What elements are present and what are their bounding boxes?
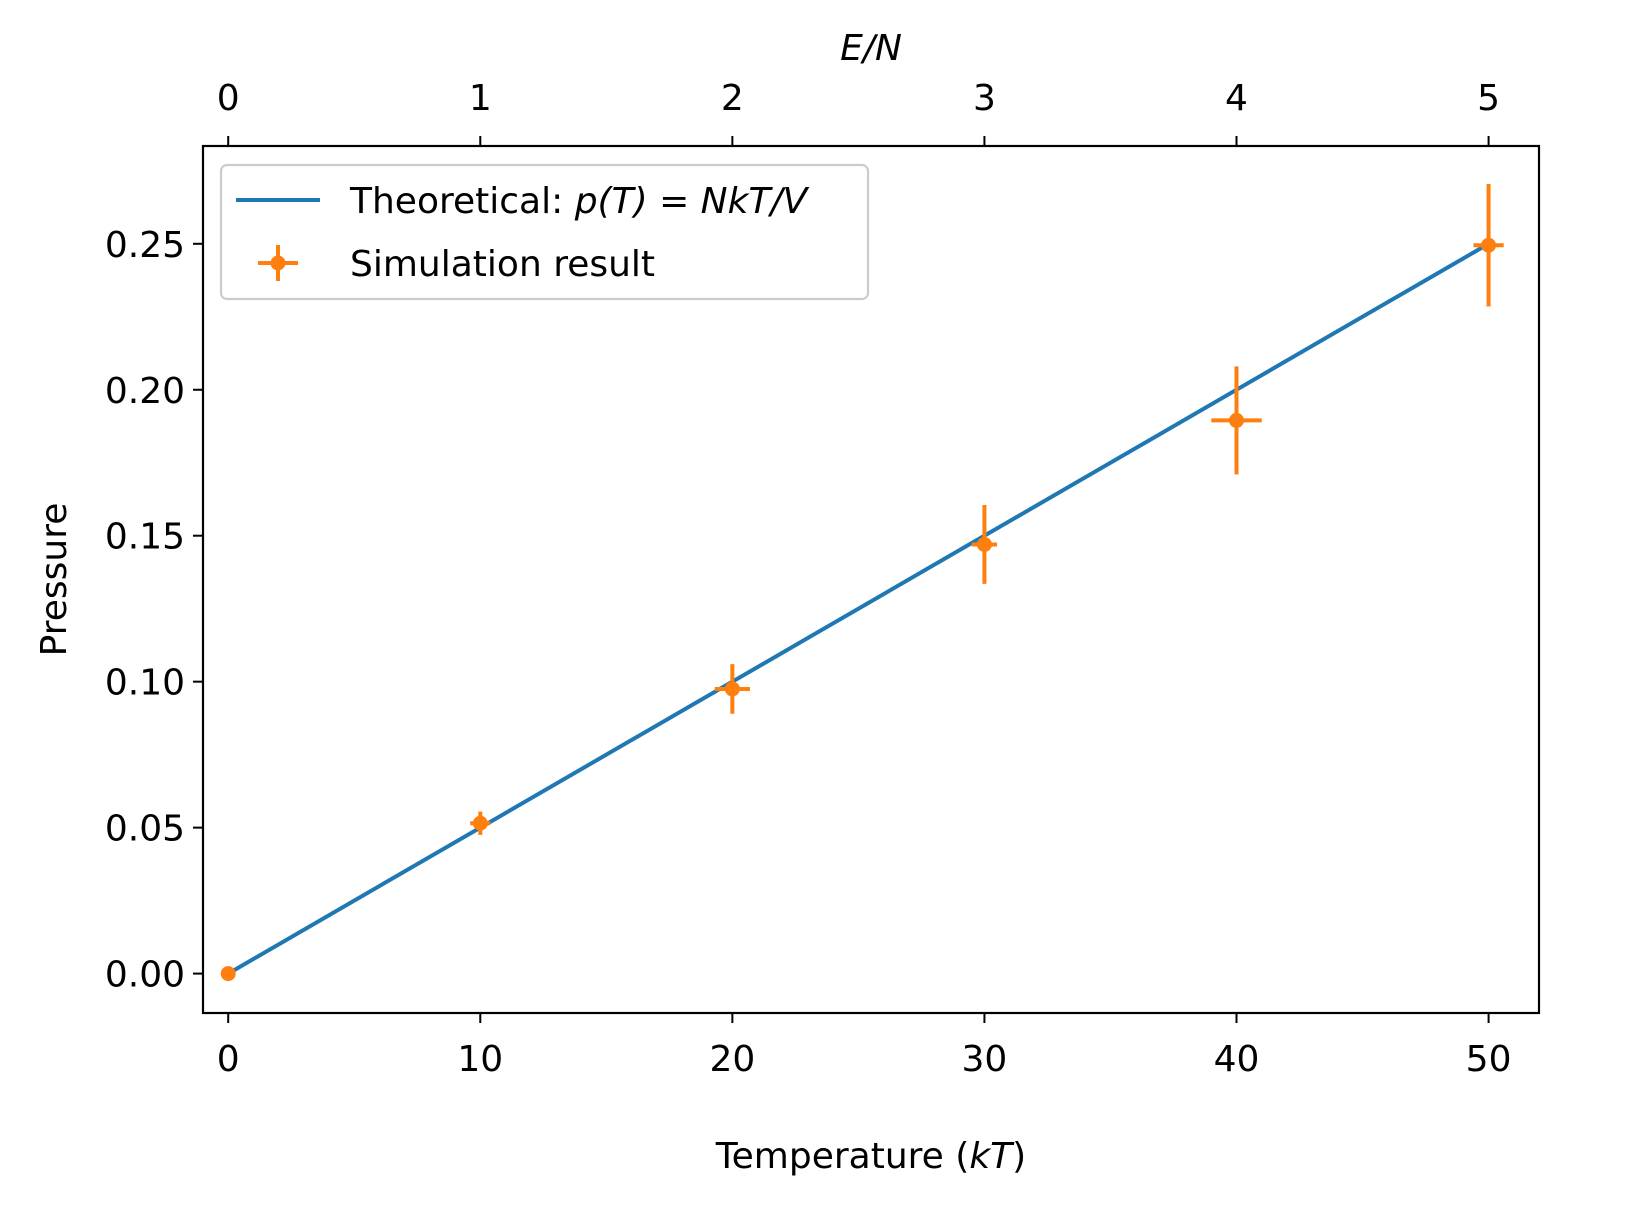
x-axis-label-suffix: ) [1012,1136,1026,1177]
top-x-tick-label: 4 [1225,78,1248,119]
legend-sim-label: Simulation result [350,244,655,285]
x-tick-label: 40 [1214,1039,1260,1080]
sim-point [714,664,751,714]
y-tick-label: 0.00 [105,955,185,996]
x-axis-label-italic: kT [969,1136,1015,1177]
y-tick-label: 0.25 [105,225,185,266]
x-axis-label-prefix: Temperature ( [715,1136,970,1177]
sim-point [1211,366,1262,475]
x-tick-label: 50 [1466,1039,1512,1080]
y-tick-label: 0.05 [105,809,185,850]
legend-sim-marker [270,255,286,271]
y-tick-label: 0.10 [105,663,185,704]
sim-point [220,966,236,982]
y-tick-label: 0.15 [105,517,185,558]
theory-line [227,242,1490,976]
sim-marker [472,815,488,831]
top-x-tick-label: 0 [217,78,240,119]
top-x-axis-label: E/N [840,28,902,69]
sim-point [971,505,998,584]
top-x-tick-label: 1 [469,78,492,119]
sim-marker [220,966,236,982]
axes-frame [201,144,1541,1015]
sim-marker [724,681,740,697]
sim-point [1473,183,1504,307]
x-tick-label: 0 [217,1039,240,1080]
legend-box [219,163,870,301]
legend-sim-swatch [258,245,298,281]
sim-marker [1481,237,1497,253]
x-tick-label: 20 [709,1039,755,1080]
sim-point [470,811,491,835]
y-tick-label: 0.20 [105,371,185,412]
legend: Theoretical: p(T) = NkT/V Simulation res… [219,163,870,301]
top-x-tick-label: 5 [1477,78,1500,119]
top-x-tick-label: 3 [973,78,996,119]
top-x-tick-label: 2 [721,78,744,119]
x-tick-label: 10 [457,1039,503,1080]
legend-theory-label: Theoretical: p(T) = NkT/V [349,181,810,222]
plot-layer [220,183,1504,982]
sim-marker [1229,412,1245,428]
legend-theory-math: p(T) = NkT/V [574,181,810,222]
sim-marker [976,536,992,552]
x-axis-label: Temperature (kT) [715,1136,1026,1177]
ticks-layer: 0 10 20 30 40 50 0 1 2 3 4 5 0.00 0.05 0.10 0.15 0.20 0.2… [105,78,1512,1080]
y-axis-label: Pressure [34,503,75,657]
legend-theory-prefix: Theoretical: [349,181,575,222]
x-tick-label: 30 [962,1039,1008,1080]
